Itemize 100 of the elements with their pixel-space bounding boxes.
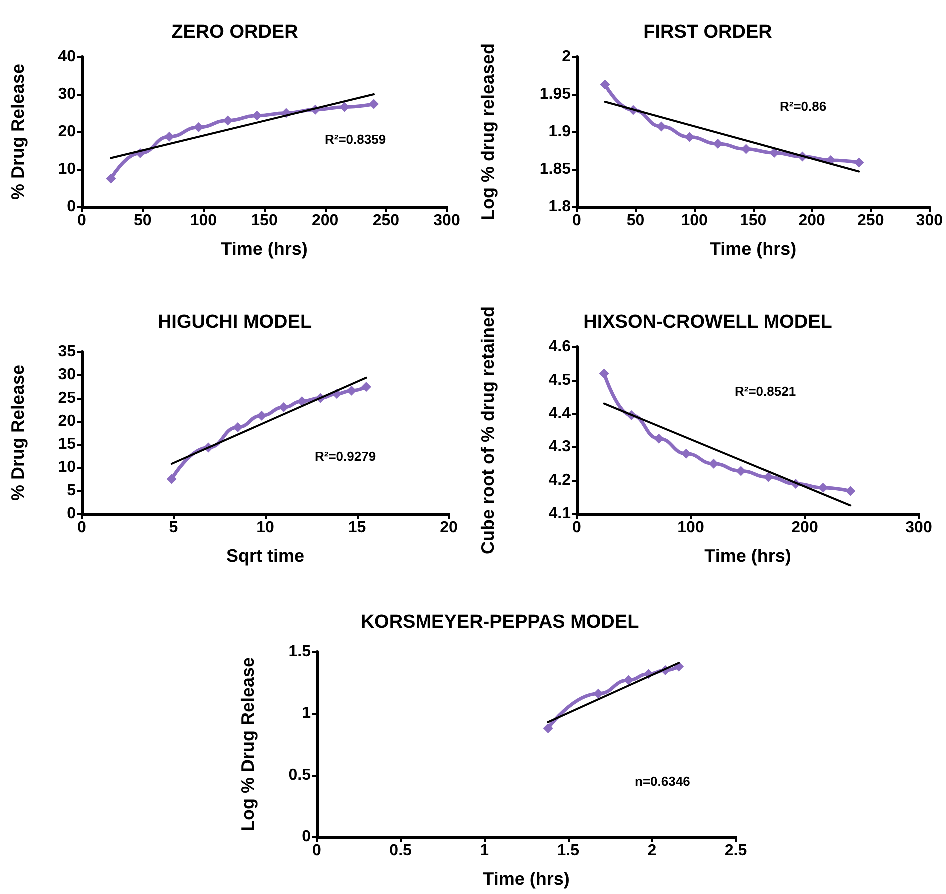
y-tick-label: 1.8 xyxy=(548,198,572,216)
x-tick-label: 2.5 xyxy=(724,842,748,860)
y-tick-label: 2 xyxy=(562,48,572,66)
point xyxy=(624,675,634,686)
point xyxy=(594,688,604,699)
point xyxy=(708,458,719,469)
y-tick-label: 40 xyxy=(58,48,76,66)
x-tick-label: 250 xyxy=(858,212,884,230)
chart-title: FIRST ORDER xyxy=(644,22,773,43)
x-tick-label: 50 xyxy=(134,212,152,230)
y-tick-label: 4.1 xyxy=(548,506,572,522)
y-tick-label: 25 xyxy=(58,390,76,407)
x-axis-title: Time (hrs) xyxy=(710,239,797,259)
point xyxy=(599,368,610,379)
y-axis-title: Log % drug released xyxy=(478,43,498,221)
point xyxy=(361,382,372,392)
y-tick-label: 4.6 xyxy=(548,338,572,356)
y-tick-label: 4.5 xyxy=(548,372,572,389)
y-tick-label: 10 xyxy=(58,459,76,476)
point xyxy=(278,402,289,413)
x-tick-label: 0.5 xyxy=(390,842,412,860)
x-tick-label: 150 xyxy=(740,212,767,230)
x-tick-label: 10 xyxy=(256,520,274,536)
point xyxy=(846,486,856,496)
point xyxy=(369,99,379,110)
y-tick-label: 0 xyxy=(67,198,76,216)
x-tick-label: 200 xyxy=(792,520,818,536)
x-axis-title: Time (hrs) xyxy=(483,869,570,889)
x-tick-label: 200 xyxy=(312,212,339,230)
y-axis-title: % Drug Release xyxy=(8,64,28,200)
x-axis-title: Time (hrs) xyxy=(221,239,308,259)
x-tick-label: 150 xyxy=(251,212,278,230)
y-tick-label: 35 xyxy=(58,344,76,360)
point xyxy=(764,472,774,482)
y-tick-label: 20 xyxy=(58,124,76,140)
y-tick-label: 20 xyxy=(58,412,76,430)
point xyxy=(854,158,864,168)
chart-title: HIXSON-CROWELL MODEL xyxy=(584,312,833,333)
x-tick-label: 200 xyxy=(798,212,826,230)
point xyxy=(543,723,554,734)
x-axis-title: Time (hrs) xyxy=(704,546,792,566)
point xyxy=(256,410,267,421)
y-tick-label: 30 xyxy=(58,86,76,103)
y-tick-label: 30 xyxy=(58,366,76,384)
x-tick-label: 0 xyxy=(78,520,87,536)
x-axis-title: Sqrt time xyxy=(226,546,305,566)
y-tick-label: 1.85 xyxy=(540,161,572,178)
y-tick-label: 1.5 xyxy=(288,644,312,660)
y-tick-label: 0 xyxy=(302,828,312,846)
y-tick-label: 0.5 xyxy=(288,766,312,784)
annotation: R²=0.86 xyxy=(780,99,827,114)
annotation: R²=0.8359 xyxy=(325,132,386,147)
x-tick-label: 300 xyxy=(916,212,944,230)
x-tick-label: 300 xyxy=(906,520,932,536)
y-tick-label: 10 xyxy=(58,161,76,178)
point xyxy=(164,132,175,142)
point xyxy=(681,448,692,459)
y-tick-label: 4.3 xyxy=(548,438,572,456)
x-tick-label: 0 xyxy=(572,520,582,536)
point xyxy=(818,482,828,493)
point xyxy=(741,144,752,154)
point xyxy=(340,102,350,112)
x-tick-label: 100 xyxy=(190,212,218,230)
x-tick-label: 5 xyxy=(169,520,178,536)
y-tick-label: 0 xyxy=(67,506,76,522)
y-tick-label: 4.4 xyxy=(548,405,572,422)
point xyxy=(600,80,610,90)
y-tick-label: 1 xyxy=(302,705,312,722)
point xyxy=(656,122,667,132)
chart-title: KORSMEYER-PEPPAS MODEL xyxy=(360,612,640,633)
point xyxy=(232,422,243,432)
chart-title: ZERO ORDER xyxy=(172,22,299,43)
annotation: R²=0.9279 xyxy=(315,449,376,464)
point xyxy=(223,116,233,126)
point xyxy=(166,474,177,484)
y-tick-label: 1.9 xyxy=(548,124,572,140)
annotation: n=0.6346 xyxy=(635,774,690,789)
point xyxy=(684,132,695,142)
y-tick-label: 4.2 xyxy=(548,472,572,490)
y-tick-label: 15 xyxy=(58,436,76,454)
y-tick-label: 5 xyxy=(67,482,76,500)
x-tick-label: 250 xyxy=(372,212,400,230)
x-tick-label: 1 xyxy=(480,842,490,860)
y-axis-title: % Drug Release xyxy=(8,364,28,502)
x-tick-label: 0 xyxy=(572,212,582,230)
x-tick-label: 300 xyxy=(434,212,460,230)
x-tick-label: 2 xyxy=(648,842,657,860)
point xyxy=(194,122,204,132)
point xyxy=(106,174,116,184)
x-tick-label: 100 xyxy=(678,520,704,536)
x-tick-label: 0 xyxy=(78,212,87,230)
y-tick-label: 1.95 xyxy=(540,86,572,103)
y-axis-title: Log % Drug Release xyxy=(238,657,258,832)
chart-title: HIGUCHI MODEL xyxy=(158,312,312,333)
point xyxy=(736,466,746,476)
y-axis-title: Cube root of % drug retained xyxy=(478,306,498,555)
point xyxy=(297,396,308,407)
x-tick-label: 100 xyxy=(681,212,708,230)
x-tick-label: 20 xyxy=(440,520,458,536)
x-tick-label: 15 xyxy=(348,520,366,536)
